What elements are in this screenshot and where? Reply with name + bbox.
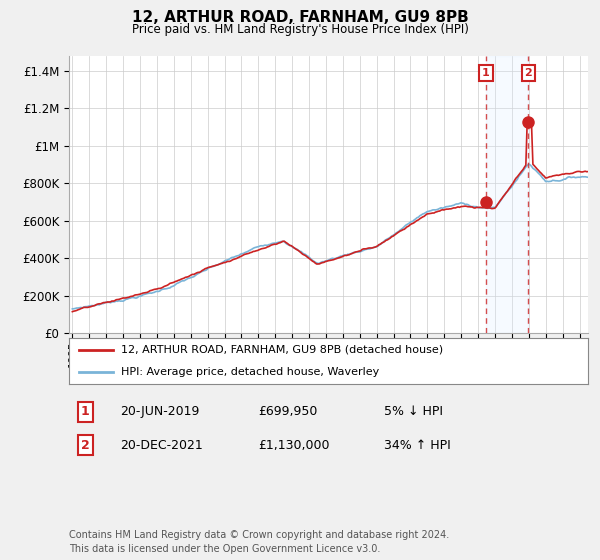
Text: 20-JUN-2019: 20-JUN-2019 (120, 405, 199, 418)
Text: Contains HM Land Registry data © Crown copyright and database right 2024.
This d: Contains HM Land Registry data © Crown c… (69, 530, 449, 554)
Text: 1: 1 (81, 405, 90, 418)
Text: £699,950: £699,950 (258, 405, 317, 418)
Text: 12, ARTHUR ROAD, FARNHAM, GU9 8PB: 12, ARTHUR ROAD, FARNHAM, GU9 8PB (131, 11, 469, 25)
Text: £1,130,000: £1,130,000 (258, 438, 329, 452)
Bar (486, 56, 529, 333)
Text: 5% ↓ HPI: 5% ↓ HPI (384, 405, 443, 418)
Text: 2: 2 (524, 68, 532, 78)
Text: 1: 1 (482, 68, 490, 78)
Text: Price paid vs. HM Land Registry's House Price Index (HPI): Price paid vs. HM Land Registry's House … (131, 22, 469, 36)
Text: 2: 2 (81, 438, 90, 452)
Text: 20-DEC-2021: 20-DEC-2021 (120, 438, 203, 452)
Text: HPI: Average price, detached house, Waverley: HPI: Average price, detached house, Wave… (121, 367, 379, 377)
Text: 12, ARTHUR ROAD, FARNHAM, GU9 8PB (detached house): 12, ARTHUR ROAD, FARNHAM, GU9 8PB (detac… (121, 344, 443, 354)
Text: 34% ↑ HPI: 34% ↑ HPI (384, 438, 451, 452)
